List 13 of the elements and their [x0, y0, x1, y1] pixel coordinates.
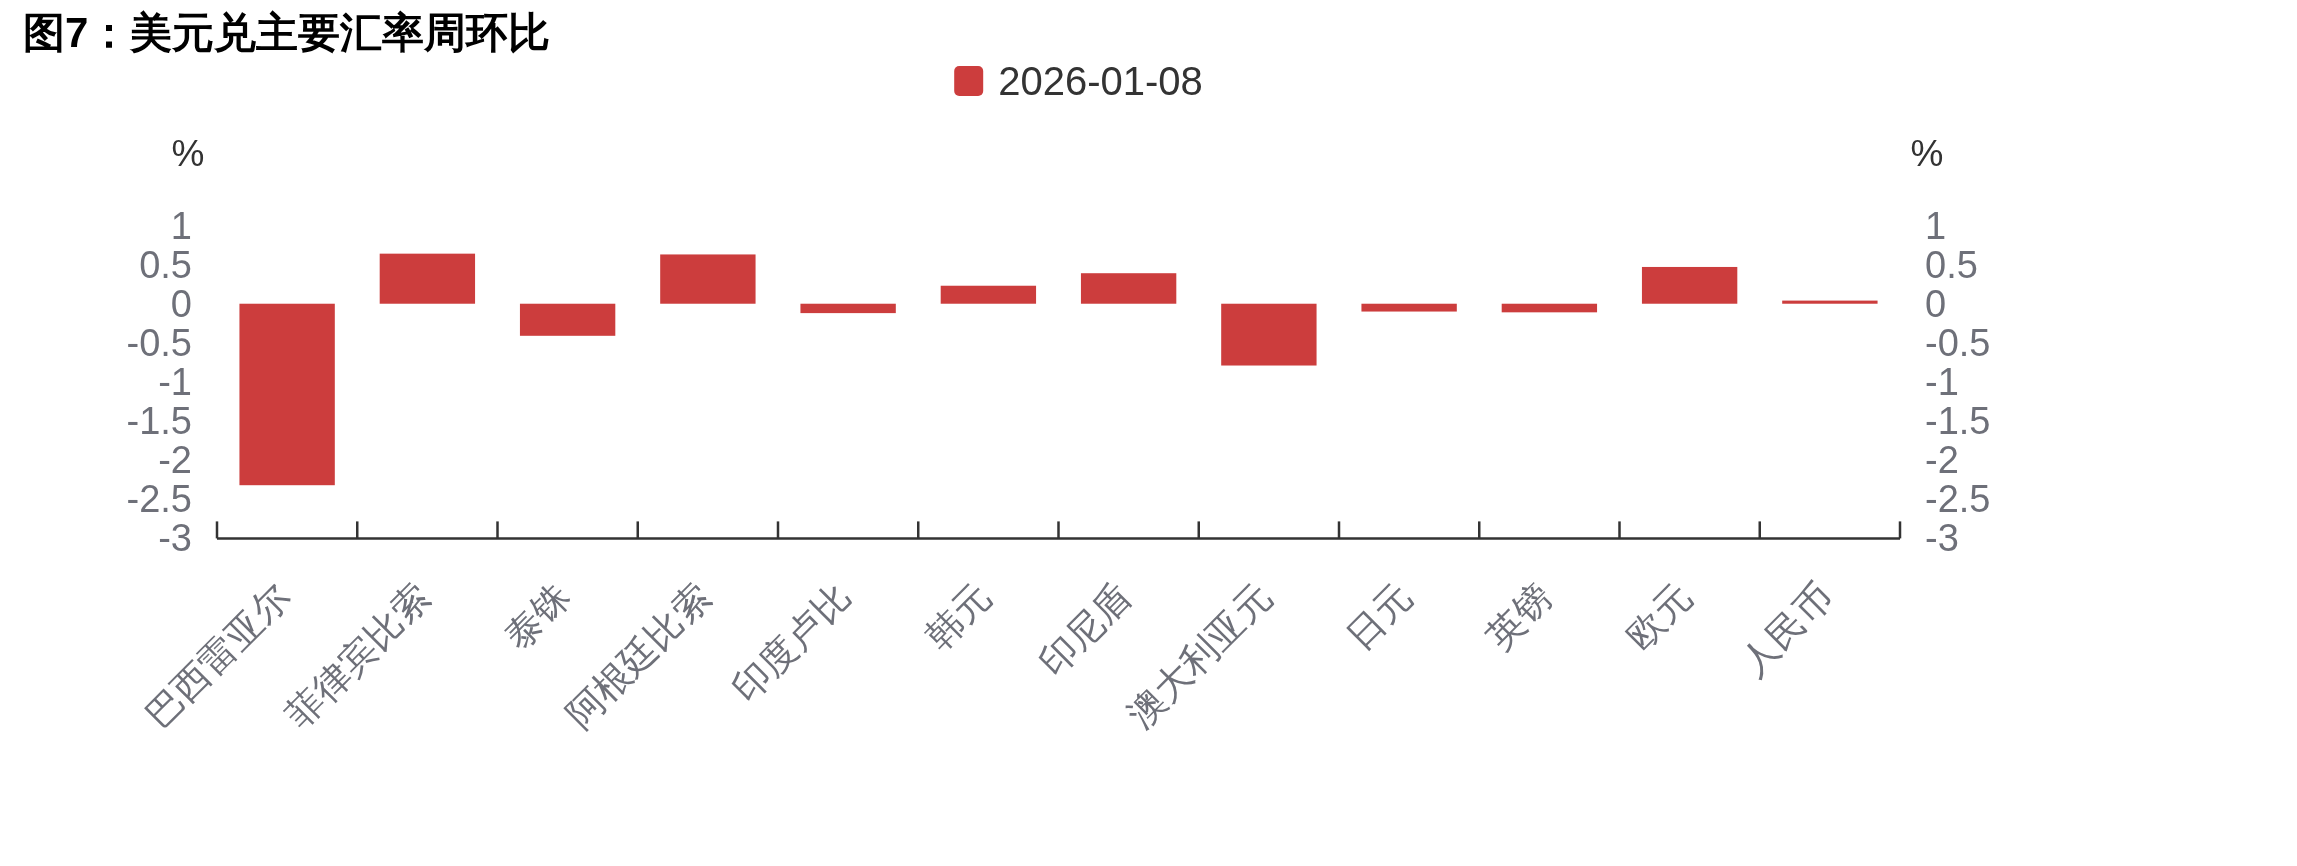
x-tick-label: 欧元: [1618, 575, 1701, 658]
x-tick-label: 泰铢: [496, 575, 579, 658]
y-label: %: [171, 132, 205, 174]
title: 图7：美元兑主要汇率周环比: [23, 9, 551, 56]
x-tick-label: 印度卢比: [724, 575, 859, 710]
y2-label: %: [1910, 132, 1944, 174]
x-tick-label: 韩元: [917, 575, 999, 658]
legend: 2026-01-08: [954, 59, 1203, 103]
x-tick-label: 人民币: [1732, 575, 1841, 684]
legend-label: 2026-01-08: [998, 59, 1203, 103]
x-tick-label: 印尼盾: [1031, 575, 1140, 684]
x-tick-label: 日元: [1338, 575, 1420, 658]
x-tick-label: 英镑: [1478, 575, 1560, 658]
